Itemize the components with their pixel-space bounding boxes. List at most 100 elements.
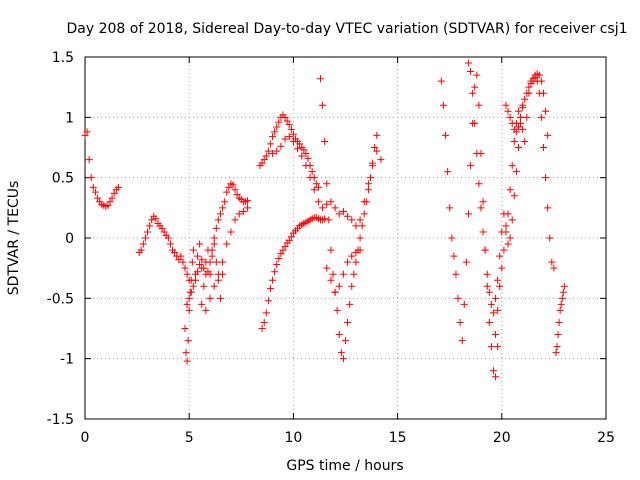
data-point	[141, 234, 149, 242]
data-point	[552, 349, 560, 357]
data-point	[183, 300, 191, 308]
data-point	[189, 246, 197, 254]
data-point	[175, 256, 183, 264]
data-point	[185, 294, 193, 302]
y-tick-label: 0	[65, 231, 74, 247]
data-point	[227, 228, 235, 236]
data-point	[473, 150, 481, 158]
data-point	[181, 325, 189, 332]
data-point	[137, 246, 145, 254]
data-point	[519, 125, 527, 133]
data-point	[558, 294, 566, 302]
data-point	[339, 355, 347, 363]
data-point	[221, 198, 229, 206]
data-point	[294, 145, 302, 153]
data-point	[166, 240, 174, 248]
data-point	[223, 240, 231, 248]
data-point	[269, 150, 277, 158]
data-point	[373, 147, 381, 155]
data-point	[319, 204, 327, 212]
data-point	[473, 71, 481, 79]
data-point	[184, 337, 192, 345]
series-arc5	[198, 204, 252, 314]
data-point	[208, 246, 216, 254]
data-point	[494, 343, 502, 351]
data-point	[352, 258, 360, 266]
data-point	[350, 270, 358, 278]
data-point	[231, 216, 239, 224]
data-point	[302, 150, 310, 158]
data-point	[537, 77, 545, 85]
data-point	[471, 119, 479, 127]
data-point	[500, 246, 508, 254]
data-point	[214, 216, 222, 224]
data-point	[289, 137, 297, 145]
data-point	[160, 228, 168, 236]
y-tick-label: -1	[60, 352, 74, 368]
data-point	[314, 198, 322, 206]
data-point	[544, 204, 552, 212]
data-point	[229, 181, 237, 189]
data-point	[502, 228, 510, 236]
data-point	[450, 252, 458, 260]
data-point	[81, 131, 89, 139]
data-point	[87, 174, 95, 182]
data-point	[273, 261, 281, 269]
data-point	[264, 297, 272, 305]
data-point	[523, 113, 531, 121]
data-point	[304, 154, 312, 162]
x-tick-label: 20	[493, 430, 511, 446]
data-point	[510, 192, 518, 200]
x-tick-label: 0	[81, 430, 90, 446]
data-point	[194, 252, 202, 260]
x-tick-label: 10	[284, 430, 302, 446]
data-point	[471, 83, 479, 91]
data-point	[194, 268, 202, 276]
data-point	[91, 188, 99, 196]
data-point	[308, 168, 316, 176]
data-point	[198, 256, 206, 264]
data-point	[244, 197, 252, 205]
data-point	[485, 288, 493, 296]
data-point	[550, 264, 558, 272]
data-point	[557, 300, 565, 308]
data-point	[489, 309, 497, 317]
y-tick-label: 1.5	[52, 50, 74, 66]
data-point	[210, 240, 218, 248]
data-point	[555, 318, 563, 326]
data-point	[260, 318, 268, 326]
data-point	[346, 300, 354, 308]
data-points	[81, 59, 568, 381]
data-point	[321, 137, 329, 145]
data-point	[83, 128, 91, 136]
data-point	[266, 140, 274, 148]
data-point	[273, 123, 281, 131]
series-arc15	[552, 282, 568, 357]
data-point	[504, 107, 512, 115]
data-point	[510, 137, 518, 145]
data-point	[492, 373, 500, 381]
data-point	[281, 242, 289, 250]
data-point	[331, 288, 339, 296]
data-point	[182, 349, 190, 357]
data-point	[548, 258, 556, 266]
x-tick-label: 5	[185, 430, 194, 446]
data-point	[204, 268, 212, 276]
data-point	[285, 236, 293, 244]
series-arc4	[183, 180, 252, 308]
data-point	[502, 101, 510, 109]
data-point	[352, 222, 360, 230]
y-tick-label: 1	[65, 110, 74, 126]
data-point	[171, 248, 179, 256]
data-point	[356, 234, 364, 242]
data-point	[335, 210, 343, 218]
data-point	[342, 337, 349, 345]
data-point	[200, 282, 208, 290]
data-point	[200, 264, 208, 272]
data-point	[281, 113, 289, 121]
data-point	[302, 162, 310, 170]
data-point	[521, 95, 529, 103]
data-point	[539, 89, 547, 97]
